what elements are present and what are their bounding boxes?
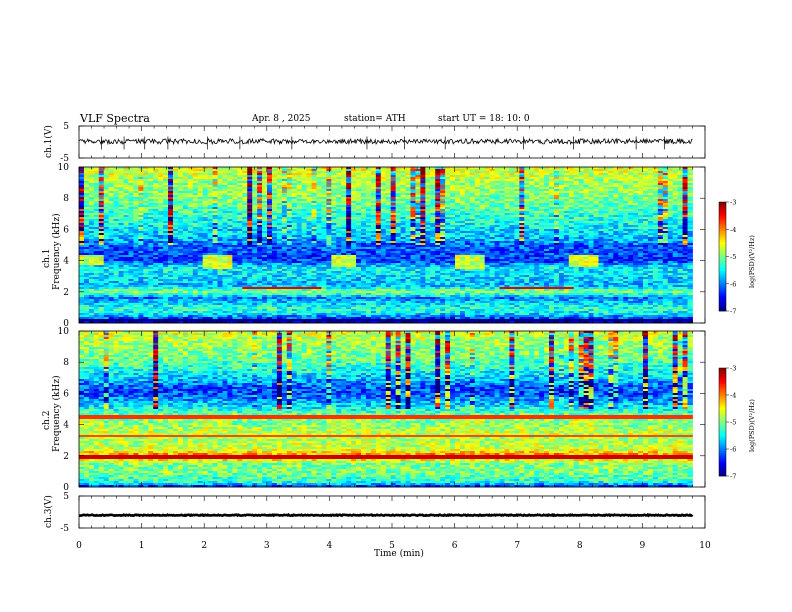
waveform-trace [79,139,693,144]
ch1-waveform-panel: -55 [60,122,705,164]
y-tick-label: 5 [63,122,69,132]
